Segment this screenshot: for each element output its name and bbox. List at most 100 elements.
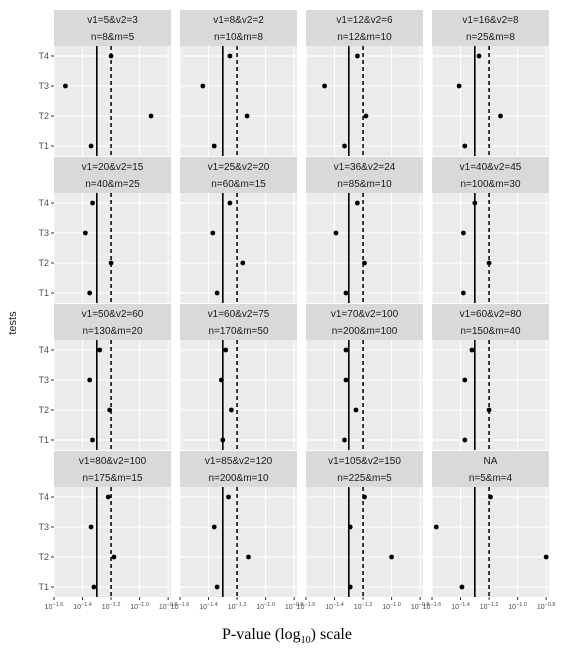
x-axis-label-suffix: ) scale: [310, 626, 352, 643]
panel-background: [432, 340, 549, 450]
panel-background: [54, 193, 171, 303]
data-point: [469, 347, 475, 353]
x-tick-base: 10: [228, 604, 236, 611]
panel-background: [180, 46, 297, 156]
facet-label-sizes: n=8&m=5: [91, 32, 135, 43]
x-tick-base: 10: [102, 604, 110, 611]
data-point: [354, 53, 360, 59]
data-point: [107, 407, 113, 413]
panel-background: [432, 487, 549, 597]
x-tick-base: 10: [130, 604, 138, 611]
x-tick-base: 10: [354, 604, 362, 611]
data-point: [362, 260, 367, 266]
facet-panel: v1=36&v2=24 n=85&m=10: [305, 157, 423, 303]
data-point: [97, 347, 103, 353]
y-tick-label: T1: [38, 435, 49, 445]
y-tick-label: T3: [38, 81, 49, 91]
x-tick-base: 10: [325, 604, 333, 611]
x-tick-label: 10−1.4: [73, 602, 92, 611]
y-tick-label: T2: [38, 552, 49, 562]
x-tick-exponent: −1.2: [236, 602, 247, 608]
facet-label-sizes: n=5&m=4: [469, 473, 513, 484]
data-point: [87, 377, 93, 383]
x-tick-exponent: −1.6: [304, 602, 315, 608]
panel-background: [306, 340, 423, 450]
x-tick-exponent: −1.4: [81, 602, 92, 608]
facet-label-params: v1=60&v2=80: [460, 309, 522, 320]
data-point: [218, 377, 224, 383]
x-tick-label: 10−0.8: [411, 602, 430, 611]
data-point: [82, 230, 88, 236]
data-point: [88, 143, 94, 149]
x-tick-exponent: −1.0: [390, 602, 401, 608]
data-point: [214, 584, 220, 590]
x-tick-base: 10: [285, 604, 293, 611]
x-tick-label: 10−1.0: [508, 602, 527, 611]
x-tick-label: 10−1.2: [480, 602, 499, 611]
data-point: [108, 260, 114, 266]
facet-label-sizes: n=12&m=10: [337, 32, 392, 43]
x-tick-exponent: −1.2: [488, 602, 499, 608]
data-point: [210, 230, 216, 236]
x-tick-exponent: −1.2: [110, 602, 121, 608]
data-point: [111, 554, 117, 560]
data-point: [228, 407, 234, 413]
x-tick-exponent: −0.8: [545, 602, 556, 608]
y-tick-label: T3: [38, 522, 49, 532]
data-point: [211, 524, 217, 530]
data-point: [63, 83, 68, 89]
data-point: [226, 494, 231, 500]
data-point: [460, 230, 466, 236]
facet-panel: v1=25&v2=20 n=60&m=15: [179, 157, 297, 303]
x-tick-label: 10−1.2: [228, 602, 247, 611]
data-point: [240, 260, 246, 266]
x-tick-base: 10: [45, 604, 53, 611]
panel-background: [54, 46, 171, 156]
panel-background: [432, 46, 549, 156]
x-tick-exponent: −1.0: [264, 602, 275, 608]
x-tick-label: 10−1.6: [171, 602, 190, 611]
facet-label-params: v1=80&v2=100: [79, 456, 147, 467]
facet-strip: [306, 157, 423, 193]
facet-strip: [180, 157, 297, 193]
facet-label-params: v1=60&v2=75: [208, 309, 270, 320]
x-tick-base: 10: [73, 604, 81, 611]
facet-panel: v1=5&v2=3 n=8&m=5: [53, 10, 171, 156]
facet-strip: [306, 304, 423, 340]
facet-label-sizes: n=85&m=10: [337, 179, 392, 190]
x-tick-exponent: −1.0: [138, 602, 149, 608]
data-point: [459, 584, 465, 590]
x-tick-exponent: −1.6: [430, 602, 441, 608]
facet-panel: v1=80&v2=100 n=175&m=15: [53, 451, 171, 597]
data-point: [347, 584, 353, 590]
facet-label-params: v1=25&v2=20: [208, 162, 270, 173]
data-point: [347, 524, 353, 530]
data-point: [486, 407, 492, 413]
data-point: [354, 200, 360, 206]
x-tick-base: 10: [256, 604, 264, 611]
data-point: [462, 437, 468, 443]
facet-strip: [180, 304, 297, 340]
facet-label-sizes: n=175&m=15: [82, 473, 142, 484]
facet-strip: [54, 304, 171, 340]
y-tick-label: T4: [38, 345, 49, 355]
facet-panel: v1=16&v2=8 n=25&m=8: [431, 10, 549, 156]
data-point: [246, 554, 251, 560]
data-point: [333, 230, 339, 236]
x-tick-label: 10−1.4: [325, 602, 344, 611]
panel-background: [432, 193, 549, 303]
facet-strip: [54, 451, 171, 487]
x-tick-base: 10: [159, 604, 167, 611]
data-point: [472, 200, 478, 206]
facet-panel: v1=40&v2=45 n=100&m=30: [431, 157, 549, 303]
x-tick-base: 10: [382, 604, 390, 611]
x-tick-base: 10: [508, 604, 516, 611]
facet-panel: v1=20&v2=15 n=40&m=25: [53, 157, 171, 303]
faceted-scatter-chart: tests v1=5&v2=3 n=8&m=5 T1 T2 T3 T4 v1=8&v2=2 n=…: [7, 10, 556, 611]
data-point: [88, 524, 94, 530]
facet-label-params: v1=5&v2=3: [87, 15, 138, 26]
facet-label-params: v1=40&v2=45: [460, 162, 522, 173]
x-tick-exponent: −1.4: [459, 602, 470, 608]
panel-background: [180, 193, 297, 303]
data-point: [498, 113, 503, 119]
